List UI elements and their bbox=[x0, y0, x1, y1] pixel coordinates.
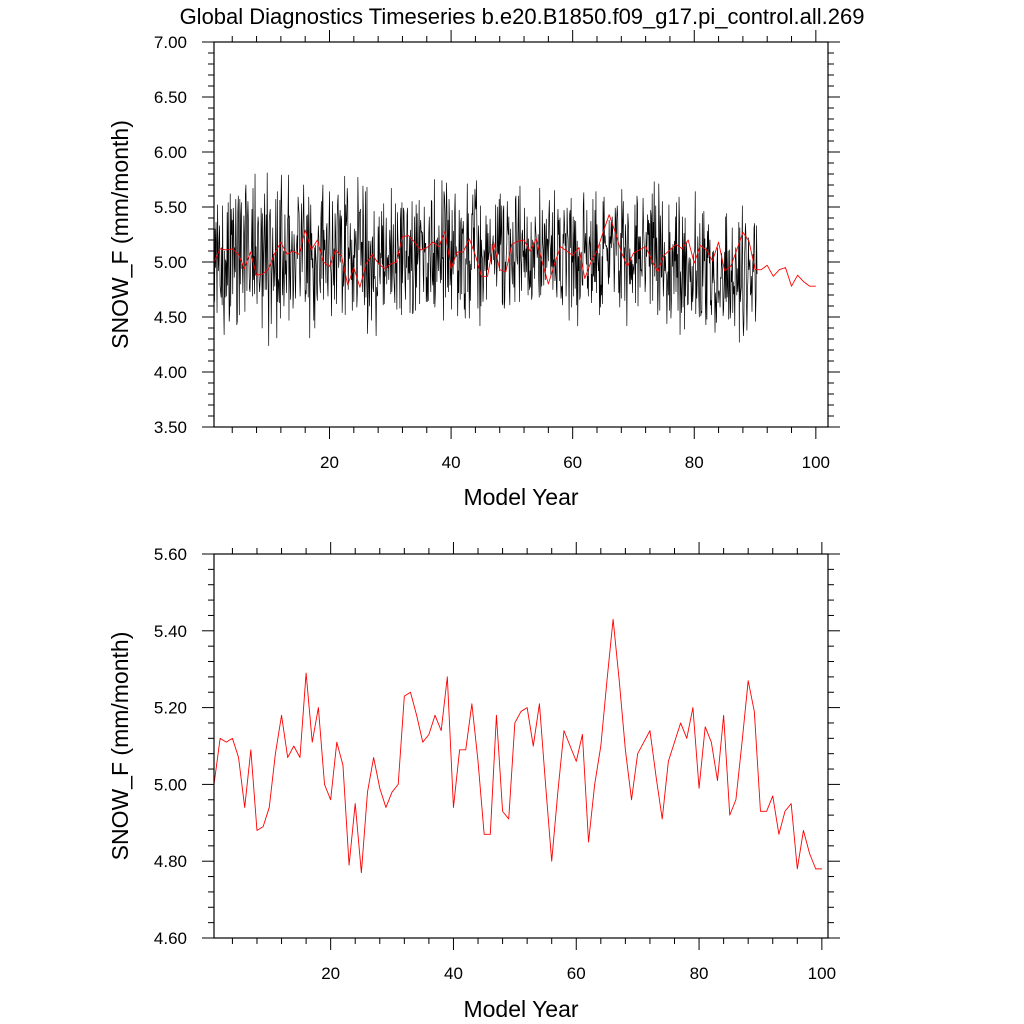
top-plot-y-tick-label: 4.50 bbox=[154, 308, 187, 327]
bottom-plot-ticks bbox=[202, 542, 840, 950]
bottom-plot-frame bbox=[213, 553, 829, 939]
bottom-plot-y-tick-label: 5.20 bbox=[154, 699, 187, 718]
top-plot-x-tick-label: 40 bbox=[442, 453, 461, 472]
bottom-plot-x-tick-label: 60 bbox=[567, 964, 586, 983]
bottom-plot-y-tick-label: 4.60 bbox=[154, 929, 187, 948]
top-plot-x-tick-labels: 20 40 60 80 100 bbox=[320, 453, 830, 472]
top-plot-ticks bbox=[202, 30, 840, 439]
bottom-plot-x-tick-label: 100 bbox=[808, 964, 836, 983]
bottom-plot-x-axis-title: Model Year bbox=[463, 996, 578, 1022]
top-plot-annual-series-line bbox=[213, 214, 816, 288]
top-plot-y-axis-title: SNOW_F (mm/month) bbox=[107, 120, 133, 349]
bottom-plot-x-tick-labels: 20 40 60 80 100 bbox=[321, 964, 836, 983]
top-plot-y-tick-label: 4.00 bbox=[154, 363, 187, 382]
bottom-plot-series bbox=[213, 618, 822, 874]
top-plot-frame bbox=[213, 41, 829, 428]
bottom-plot-x-tick-label: 20 bbox=[321, 964, 340, 983]
bottom-plot-y-tick-label: 5.40 bbox=[154, 622, 187, 641]
top-plot-x-tick-label: 100 bbox=[802, 453, 830, 472]
top-plot-x-axis-title: Model Year bbox=[463, 484, 578, 510]
top-plot-y-tick-label: 5.50 bbox=[154, 198, 187, 217]
bottom-plot-y-tick-label: 5.00 bbox=[154, 775, 187, 794]
bottom-plot-x-tick-label: 80 bbox=[690, 964, 709, 983]
bottom-plot-y-tick-label: 5.60 bbox=[154, 545, 187, 564]
bottom-plot-y-tick-labels: 4.60 4.80 5.00 5.20 5.40 5.60 bbox=[154, 545, 187, 948]
top-plot-x-tick-label: 60 bbox=[563, 453, 582, 472]
bottom-plot-y-tick-label: 4.80 bbox=[154, 852, 187, 871]
bottom-plot-annual-series-line bbox=[213, 618, 822, 874]
top-plot-x-tick-label: 20 bbox=[320, 453, 339, 472]
bottom-plot: 4.60 4.80 5.00 5.20 5.40 5.60 20 40 60 80 100 Mod… bbox=[107, 542, 840, 1022]
top-plot-monthly-series-line bbox=[213, 172, 758, 346]
top-plot-y-tick-labels: 3.50 4.00 4.50 5.00 5.50 6.00 6.50 7.00 bbox=[154, 33, 187, 437]
figure-title: Global Diagnostics Timeseries b.e20.B185… bbox=[180, 4, 865, 29]
top-plot-y-tick-label: 6.50 bbox=[154, 88, 187, 107]
top-plot-y-tick-label: 6.00 bbox=[154, 143, 187, 162]
bottom-plot-y-axis-title: SNOW_F (mm/month) bbox=[107, 632, 133, 861]
top-plot-x-tick-label: 80 bbox=[685, 453, 704, 472]
bottom-plot-x-tick-label: 40 bbox=[444, 964, 463, 983]
top-plot-y-tick-label: 3.50 bbox=[154, 418, 187, 437]
top-plot-y-tick-label: 7.00 bbox=[154, 33, 187, 52]
top-plot-series bbox=[213, 172, 816, 346]
top-plot: 3.50 4.00 4.50 5.00 5.50 6.00 6.50 7.00 20 40 60 8… bbox=[107, 30, 840, 510]
top-plot-y-tick-label: 5.00 bbox=[154, 253, 187, 272]
